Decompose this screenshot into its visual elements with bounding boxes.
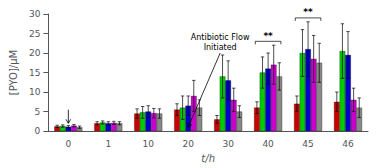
svg-text:40: 40	[262, 139, 274, 149]
svg-text:**: **	[263, 31, 273, 41]
svg-text:30: 30	[29, 9, 41, 19]
svg-text:Initiated: Initiated	[204, 43, 237, 52]
svg-text:0: 0	[65, 139, 71, 149]
svg-text:15: 15	[29, 68, 40, 78]
svg-text:0: 0	[35, 126, 41, 136]
svg-text:5: 5	[35, 107, 41, 117]
svg-text:30: 30	[222, 139, 234, 149]
svg-text:20: 20	[182, 139, 194, 149]
svg-text:t/h: t/h	[201, 153, 215, 164]
svg-text:46: 46	[342, 139, 354, 149]
svg-text:[PYO]/μM: [PYO]/μM	[8, 50, 19, 95]
svg-text:25: 25	[29, 29, 40, 39]
svg-text:**: **	[303, 7, 313, 17]
svg-text:20: 20	[29, 48, 41, 58]
svg-text:Antibiotic Flow: Antibiotic Flow	[191, 33, 250, 42]
svg-text:10: 10	[29, 87, 41, 97]
svg-text:1: 1	[105, 139, 111, 149]
svg-text:10: 10	[143, 139, 155, 149]
svg-text:45: 45	[302, 139, 313, 149]
